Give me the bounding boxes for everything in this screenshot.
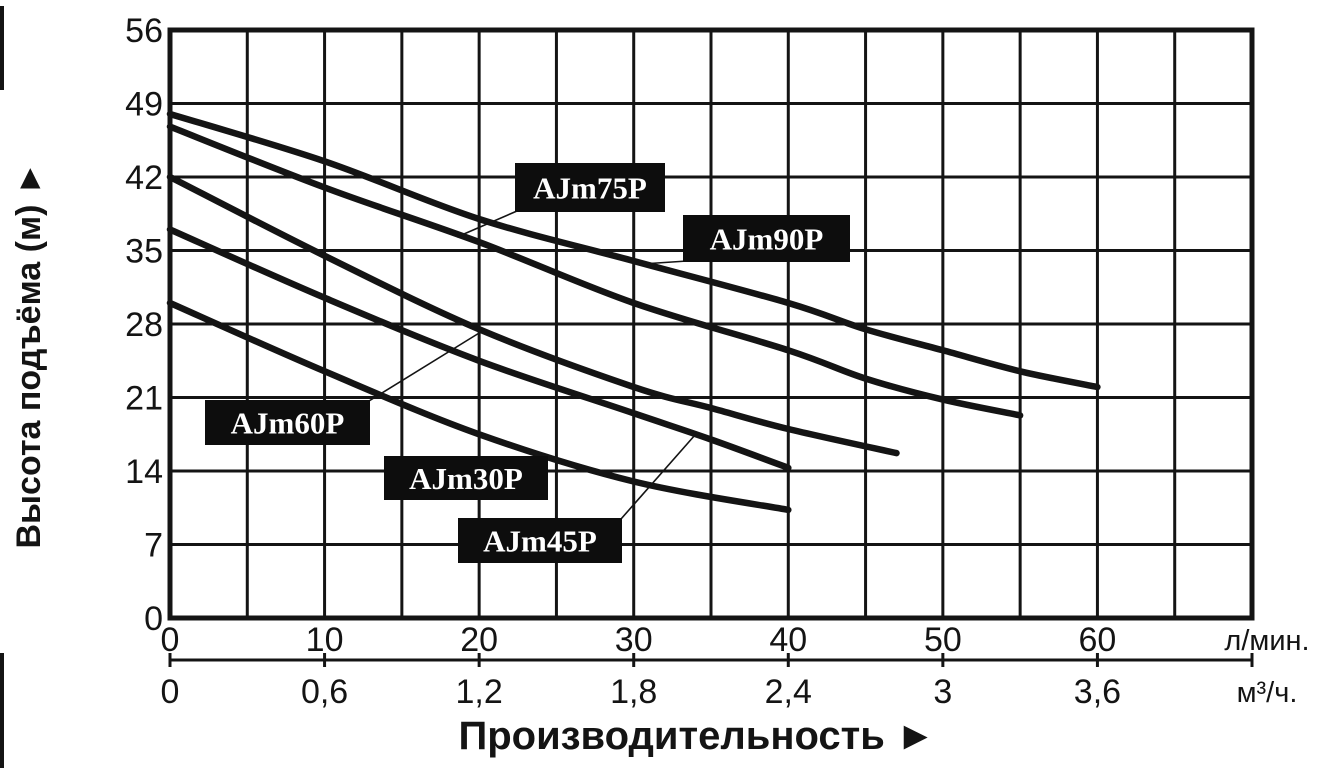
y-tick-label: 35 — [125, 233, 163, 271]
x-tick-label-m3h: 0,6 — [301, 673, 348, 711]
y-tick-label: 42 — [125, 159, 163, 197]
y-tick-label: 56 — [125, 12, 163, 50]
curve-ajm30p — [166, 299, 792, 514]
label-leader-ajm75p — [456, 210, 518, 238]
curve-ajm45p — [166, 226, 792, 472]
x-tick-label-m3h: 3 — [933, 673, 952, 711]
x-tick-label-m3h: 1,2 — [456, 673, 503, 711]
label-leader-ajm45p — [620, 434, 696, 520]
x-tick-label-lpm: 40 — [769, 621, 807, 659]
x-tick-label-lpm: 20 — [460, 621, 498, 659]
curve-label-ajm45p: AJm45P — [483, 524, 597, 559]
label-leader-ajm60p — [368, 329, 485, 402]
x-unit-m3h: м³/ч. — [1237, 677, 1298, 709]
curve-ajm90p — [166, 110, 1101, 391]
y-axis-title: Высота подъёма (м) ► — [10, 161, 48, 548]
x-tick-label-m3h: 3,6 — [1074, 673, 1121, 711]
x-tick-label-lpm: 50 — [924, 621, 962, 659]
x-tick-label-lpm: 10 — [306, 621, 344, 659]
x-tick-label-lpm: 60 — [1079, 621, 1117, 659]
curve-label-ajm75p: AJm75P — [533, 171, 647, 206]
plot-border — [167, 27, 1255, 621]
label-box-ajm45p — [458, 518, 622, 563]
y-tick-label: 7 — [144, 527, 163, 565]
curve-label-ajm30p: AJm30P — [409, 461, 523, 496]
curve-ajm75p — [166, 123, 1024, 419]
curve-label-ajm90p: AJm90P — [710, 222, 824, 257]
x-tick-label-m3h: 0 — [161, 673, 180, 711]
y-tick-label: 49 — [125, 86, 163, 124]
x-tick-label-lpm: 0 — [161, 621, 180, 659]
label-box-ajm60p — [205, 400, 370, 445]
y-tick-label: 0 — [144, 600, 163, 638]
y-tick-label: 28 — [125, 306, 163, 344]
y-tick-label: 14 — [125, 453, 163, 491]
y-tick-label: 21 — [125, 380, 163, 418]
x-tick-label-m3h: 2,4 — [765, 673, 812, 711]
scan-artifact-top-left — [0, 6, 4, 90]
label-leader-ajm30p — [546, 457, 573, 464]
label-box-ajm30p — [384, 456, 548, 500]
label-box-ajm90p — [683, 215, 850, 262]
x-unit-lpm: л/мин. — [1224, 625, 1309, 657]
x-tick-label-m3h: 1,8 — [610, 673, 657, 711]
scan-artifact-bottom-left — [0, 653, 4, 768]
x-axis-title: Производительность ► — [458, 714, 935, 758]
curve-label-ajm60p: AJm60P — [231, 406, 345, 441]
x-tick-label-lpm: 30 — [615, 621, 653, 659]
label-box-ajm75p — [515, 163, 665, 212]
label-leader-ajm90p — [641, 260, 688, 265]
curve-ajm60p — [166, 173, 900, 457]
